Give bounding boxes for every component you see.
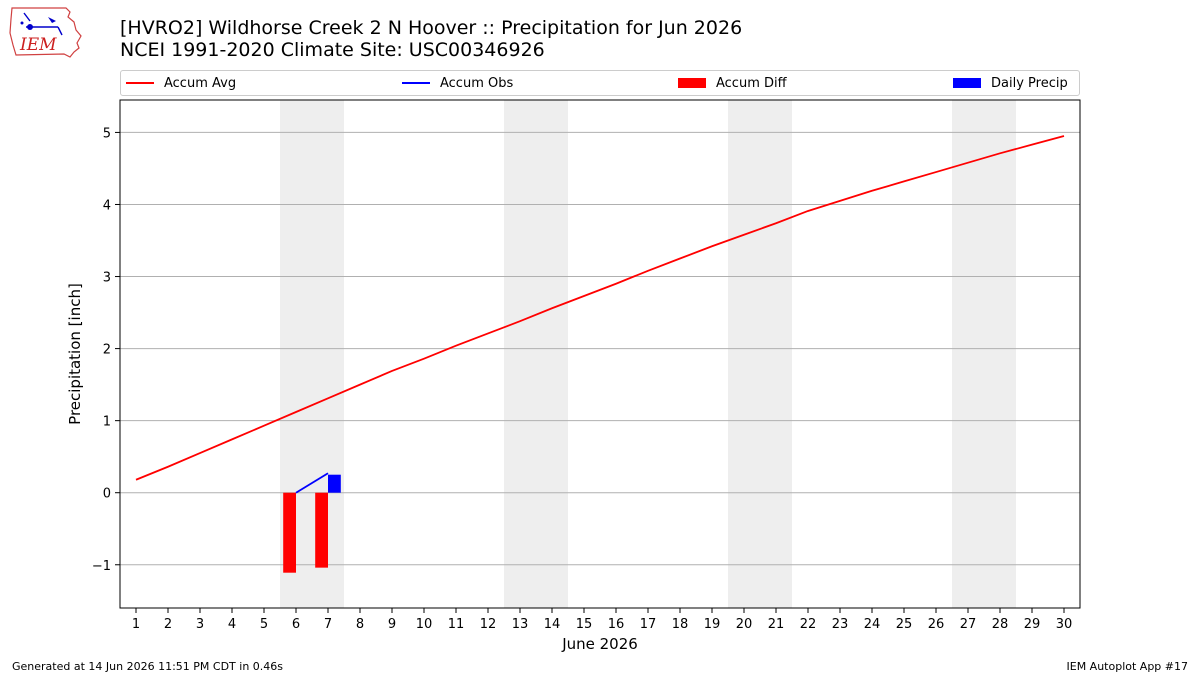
x-tick-label-9: 9 [388,617,396,632]
legend-item-daily-precip: Daily Precip [953,71,1068,95]
x-tick-label-4: 4 [228,617,236,632]
x-tick-label-21: 21 [768,617,785,632]
chart-title: [HVRO2] Wildhorse Creek 2 N Hoover :: Pr… [120,17,743,39]
legend-label-accum-obs: Accum Obs [440,75,514,91]
x-tick-label-3: 3 [196,617,204,632]
x-tick-label-27: 27 [960,617,977,632]
x-tick-label-19: 19 [704,617,721,632]
x-tick-label-29: 29 [1024,617,1041,632]
legend-swatch-accum-obs [402,82,430,84]
x-tick-label-20: 20 [736,617,753,632]
legend-label-daily-precip: Daily Precip [991,75,1068,91]
x-tick-label-18: 18 [672,617,689,632]
legend-label-accum-avg: Accum Avg [164,75,237,91]
legend-label-accum-diff: Accum Diff [716,75,787,91]
chart-legend: Accum Avg Accum Obs Accum Diff Daily Pre… [120,70,1080,96]
x-tick-label-28: 28 [992,617,1009,632]
y-tick-label-2: 2 [103,343,111,358]
y-tick-label-0: 0 [103,487,111,502]
x-tick-label-14: 14 [544,617,561,632]
app-label: IEM Autoplot App #17 [1066,660,1189,673]
weekend-band-2 [728,100,792,608]
x-tick-label-25: 25 [896,617,913,632]
x-tick-label-6: 6 [292,617,300,632]
y-tick-label--1: −1 [92,559,111,574]
x-tick-label-8: 8 [356,617,364,632]
accum-diff-bar-day-7 [315,492,328,568]
x-tick-label-11: 11 [448,617,465,632]
x-tick-label-10: 10 [416,617,433,632]
x-tick-label-22: 22 [800,617,817,632]
y-axis-label: Precipitation [inch] [66,283,84,425]
x-tick-label-24: 24 [864,617,881,632]
y-tick-label-5: 5 [103,126,111,141]
x-tick-label-13: 13 [512,617,529,632]
x-tick-label-2: 2 [164,617,172,632]
x-tick-label-1: 1 [132,617,140,632]
x-tick-label-5: 5 [260,617,268,632]
iem-logo: IEM [8,5,84,63]
weekend-band-1 [504,100,568,608]
plot-frame [119,99,1081,609]
x-tick-label-7: 7 [324,617,332,632]
generated-timestamp: Generated at 14 Jun 2026 11:51 PM CDT in… [12,660,284,673]
iowa-state-outline-weather-station-icon [9,7,82,58]
legend-swatch-accum-diff [678,78,706,88]
chart-subtitle: NCEI 1991-2020 Climate Site: USC00346926 [120,39,545,61]
x-tick-label-16: 16 [608,617,625,632]
y-tick-label-3: 3 [103,271,111,286]
y-tick-label-1: 1 [103,415,111,430]
x-tick-label-15: 15 [576,617,593,632]
x-tick-label-17: 17 [640,617,657,632]
accum-diff-bar-day-6 [283,492,296,573]
legend-item-accum-diff: Accum Diff [678,71,787,95]
x-tick-label-23: 23 [832,617,849,632]
y-tick-label-4: 4 [103,198,111,213]
daily-precip-bar-day-7 [328,474,341,493]
x-tick-label-30: 30 [1056,617,1073,632]
logo-text: IEM [20,35,57,55]
accum-avg-line [135,135,1065,481]
x-axis-label: June 2026 [561,635,638,653]
x-tick-label-12: 12 [480,617,497,632]
legend-swatch-daily-precip [953,78,981,88]
accum-obs-line [295,472,329,494]
x-tick-label-26: 26 [928,617,945,632]
weekend-band-3 [952,100,1016,608]
legend-swatch-accum-avg [126,82,154,84]
legend-item-accum-obs: Accum Obs [402,71,513,95]
legend-item-accum-avg: Accum Avg [126,71,236,95]
